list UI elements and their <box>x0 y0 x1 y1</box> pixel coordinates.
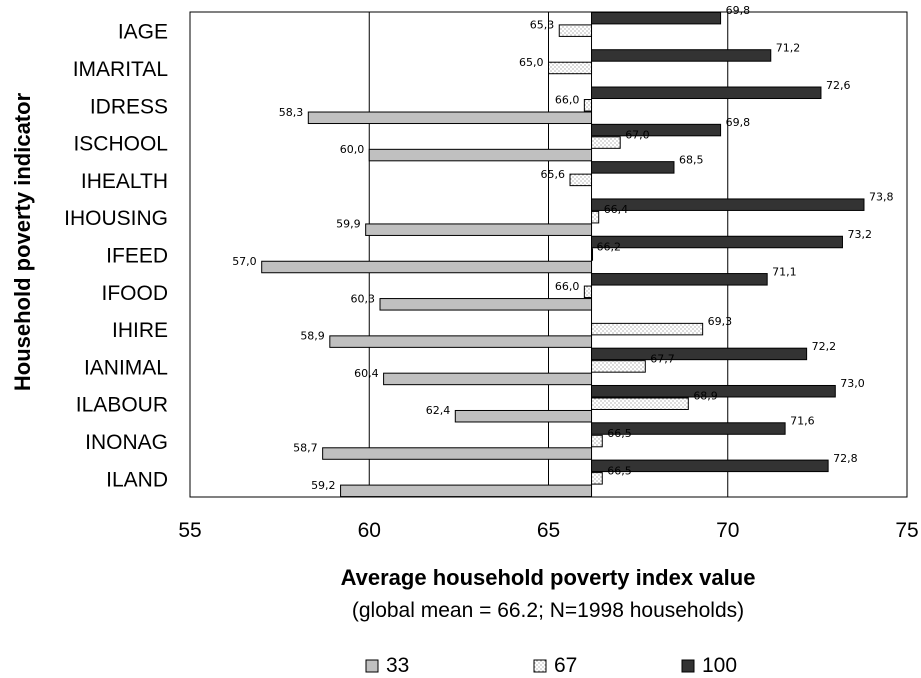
data-label: 72,8 <box>833 452 858 465</box>
data-label: 66,2 <box>597 241 622 254</box>
bar-33 <box>379 298 593 311</box>
legend-swatch-67 <box>533 659 547 673</box>
data-label: 69,3 <box>708 315 733 328</box>
bar-33 <box>365 223 593 236</box>
data-label: 58,9 <box>300 330 325 343</box>
bar-33 <box>329 335 593 348</box>
data-label: 72,2 <box>812 340 837 353</box>
data-label: 57,0 <box>232 255 257 268</box>
data-label: 66,0 <box>555 93 580 106</box>
bar-67 <box>591 434 603 448</box>
bar-67 <box>583 285 593 299</box>
category-label: IHIRE <box>112 319 168 342</box>
data-label: 71,2 <box>776 41 801 54</box>
category-label: ILABOUR <box>76 394 168 417</box>
category-label: IMARITAL <box>73 58 168 81</box>
bar-100 <box>591 273 768 286</box>
data-label: 60,0 <box>340 143 365 156</box>
bar-100 <box>591 161 675 174</box>
x-axis-subtitle: (global mean = 66.2; N=1998 households) <box>352 599 744 622</box>
data-label: 67,0 <box>625 129 650 142</box>
bar-67 <box>569 173 593 187</box>
x-tick-label: 70 <box>716 519 739 542</box>
bar-33 <box>261 260 593 274</box>
data-label: 72,6 <box>826 79 851 92</box>
data-label: 58,3 <box>279 106 304 119</box>
data-label: 65,6 <box>541 168 566 181</box>
data-label: 66,4 <box>604 203 629 216</box>
category-label: ILAND <box>106 468 168 491</box>
category-label: IDRESS <box>90 95 168 118</box>
bar-100 <box>591 123 722 137</box>
bar-33 <box>340 484 593 498</box>
bar-100 <box>591 86 822 100</box>
data-label: 71,6 <box>790 415 815 428</box>
category-label: INONAG <box>85 431 168 454</box>
bar-33 <box>368 148 593 162</box>
data-label: 66,5 <box>607 464 632 477</box>
data-label: 66,0 <box>555 280 580 293</box>
legend-label: 100 <box>702 654 737 677</box>
data-label: 66,5 <box>607 427 632 440</box>
category-label: ISCHOOL <box>73 133 168 156</box>
x-tick-label: 55 <box>178 519 201 542</box>
bar-67 <box>558 24 593 37</box>
bar-67 <box>583 99 593 112</box>
data-label: 73,8 <box>869 191 894 204</box>
legend: 33 67 100 <box>365 654 737 677</box>
bar-67 <box>591 360 646 373</box>
data-label: 59,2 <box>311 479 336 492</box>
data-label: 58,7 <box>293 442 318 455</box>
data-label: 73,0 <box>840 377 865 390</box>
data-label: 68,9 <box>693 390 718 403</box>
data-label: 60,3 <box>351 292 376 305</box>
legend-label: 67 <box>554 654 577 677</box>
plot-frame <box>189 11 908 498</box>
category-label: IAGE <box>118 21 168 44</box>
data-label: 59,9 <box>336 218 361 231</box>
data-label: 65,3 <box>530 19 555 32</box>
data-label: 71,1 <box>772 265 797 278</box>
data-label: 62,4 <box>426 404 451 417</box>
bar-67 <box>591 322 704 336</box>
category-label: IHOUSING <box>64 207 168 230</box>
bar-67 <box>591 136 621 149</box>
category-label: IANIMAL <box>84 356 168 379</box>
data-label: 69,8 <box>726 4 751 17</box>
bar-33 <box>383 372 593 386</box>
x-tick-label: 60 <box>358 519 381 542</box>
bar-67 <box>591 397 689 410</box>
bar-100 <box>591 235 843 249</box>
data-label: 69,8 <box>726 116 751 129</box>
x-tick-label: 75 <box>895 519 918 542</box>
bar-100 <box>591 347 808 361</box>
legend-swatch-33 <box>365 659 379 673</box>
y-axis-title: Household poverty indicator <box>10 92 35 391</box>
data-label: 68,5 <box>679 153 704 166</box>
category-label: IHEALTH <box>81 170 168 193</box>
bar-33 <box>307 111 593 125</box>
bar-67 <box>591 472 603 485</box>
bar-100 <box>591 198 865 211</box>
x-axis-title: Average household poverty index value <box>341 565 756 590</box>
bar-67 <box>548 61 593 75</box>
x-tick-label: 65 <box>537 519 560 542</box>
bar-100 <box>591 49 772 62</box>
data-label: 60,4 <box>354 367 379 380</box>
data-label: 73,2 <box>847 228 872 241</box>
legend-label: 33 <box>386 654 409 677</box>
legend-swatch-100 <box>681 659 695 673</box>
bar-100 <box>591 11 722 25</box>
category-label: IFEED <box>106 245 168 268</box>
bar-33 <box>322 447 593 460</box>
bar-33 <box>454 409 593 423</box>
category-label: IFOOD <box>102 282 169 305</box>
data-label: 67,7 <box>650 352 675 365</box>
bar-67 <box>591 210 600 224</box>
data-label: 65,0 <box>519 56 544 69</box>
